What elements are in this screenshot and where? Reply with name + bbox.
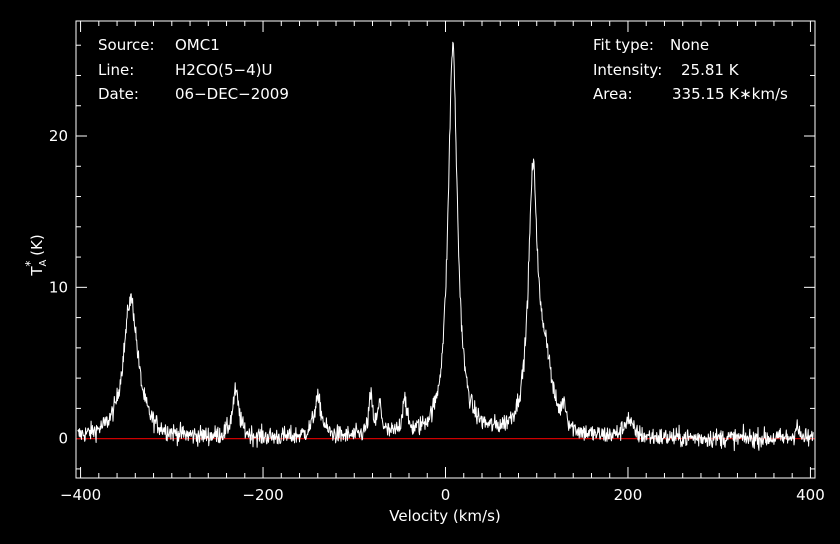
- x-tick-labels: −400 −200 0 200 400: [60, 486, 825, 504]
- info-date-label: Date:: [98, 85, 139, 103]
- info-area-label: Area:: [593, 85, 633, 103]
- info-area-value: 335.15 K∗km/s: [672, 85, 788, 103]
- info-source-value: OMC1: [175, 36, 220, 54]
- info-line-label: Line:: [98, 61, 134, 79]
- y-axis-label-main: T: [28, 266, 46, 277]
- y-axis-label-sub: A: [38, 259, 49, 266]
- info-left-block: Source: OMC1 Line: H2CO(5−4)U Date: 06−D…: [98, 36, 289, 103]
- x-tick-label: 0: [441, 486, 451, 504]
- plot-frame: [75, 20, 816, 479]
- info-line-value: H2CO(5−4)U: [175, 61, 272, 79]
- info-intensity-value: 25.81 K: [681, 61, 740, 79]
- y-tick-label: 0: [58, 430, 68, 448]
- tick-marks: [76, 21, 815, 478]
- y-tick-label: 10: [49, 278, 68, 296]
- spectrum-series-line: [77, 41, 814, 452]
- y-axis-label-sup: *: [23, 261, 37, 267]
- y-axis-label: TA* (K): [23, 234, 49, 276]
- info-date-value: 06−DEC−2009: [175, 85, 289, 103]
- x-tick-label: −200: [242, 486, 283, 504]
- y-tick-labels: 0 10 20: [49, 127, 68, 448]
- info-fit-type-label: Fit type:: [593, 36, 654, 54]
- x-tick-label: 400: [796, 486, 825, 504]
- x-tick-label: 200: [614, 486, 643, 504]
- info-source-label: Source:: [98, 36, 155, 54]
- info-intensity-label: Intensity:: [593, 61, 662, 79]
- x-axis-label: Velocity (km/s): [389, 507, 500, 525]
- svg-text:TA* (K): TA* (K): [23, 234, 49, 276]
- x-tick-label: −400: [60, 486, 101, 504]
- y-axis-label-unit: (K): [28, 234, 46, 260]
- info-fit-type-value: None: [670, 36, 709, 54]
- info-right-block: Fit type: None Intensity: 25.81 K Area: …: [593, 36, 788, 103]
- y-tick-label: 20: [49, 127, 68, 145]
